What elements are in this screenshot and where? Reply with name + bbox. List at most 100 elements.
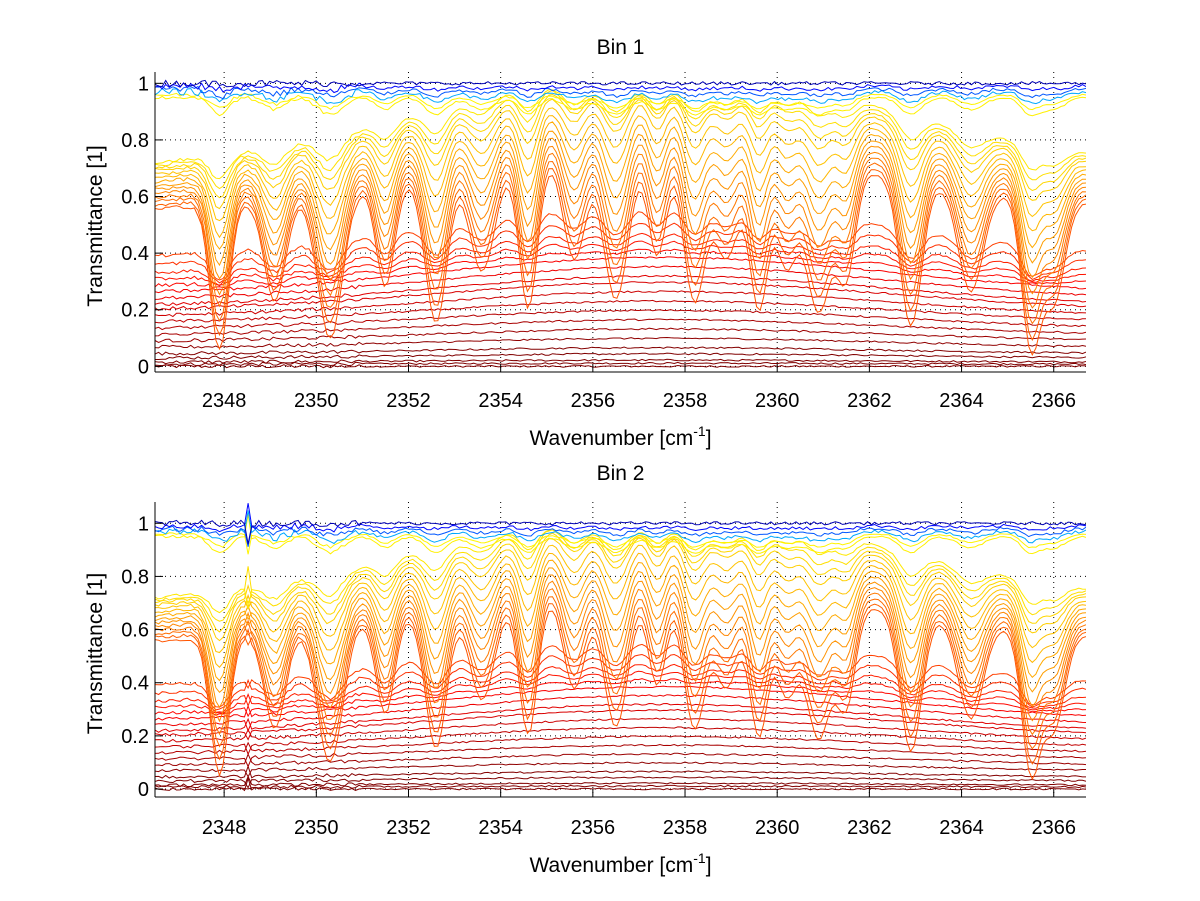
chart-panel-1: 2348 2350 2352 2354 2356 2358 2360 2362 2364 2366… xyxy=(84,36,1086,450)
spectrum-line xyxy=(155,364,1086,369)
spectrum-line xyxy=(155,265,1086,300)
spectrum-line xyxy=(155,361,1086,367)
spectrum-line xyxy=(155,529,1086,622)
x-tick-label: 2356 xyxy=(571,817,616,839)
spectrum-line xyxy=(155,168,1086,342)
spectrum-line xyxy=(155,503,1086,533)
spectrum-line xyxy=(155,580,1086,723)
y-tick-label: 0.6 xyxy=(121,620,149,642)
spectrum-line xyxy=(155,653,1086,711)
spectrum-line xyxy=(155,761,1086,778)
spectrum-line xyxy=(155,93,1086,199)
y-tick-label: 0.2 xyxy=(121,300,149,322)
x-tick-label: 2366 xyxy=(1031,390,1076,412)
spectrum-line xyxy=(155,643,1086,708)
x-tick-label: 2348 xyxy=(202,817,247,839)
spectrum-line xyxy=(155,702,1086,733)
spectrum-line xyxy=(155,708,1086,741)
x-tick-label: 2360 xyxy=(755,390,800,412)
spectrum-line xyxy=(155,232,1086,287)
y-tick-label: 0.2 xyxy=(121,726,149,748)
spectrum-line xyxy=(155,98,1086,210)
x-tick-label: 2352 xyxy=(386,390,431,412)
spectrum-line xyxy=(155,358,1086,365)
spectrum-line xyxy=(155,240,1086,286)
spectrum-line xyxy=(155,174,1086,356)
spectrum-line xyxy=(155,336,1086,349)
spectrum-line xyxy=(155,717,1086,743)
spectrum-line xyxy=(155,529,1086,614)
spectrum-line xyxy=(155,596,1086,750)
spectrum-line xyxy=(155,281,1086,311)
y-tick-label: 0 xyxy=(138,779,149,801)
y-tick-label: 1 xyxy=(138,73,149,95)
spectrum-line xyxy=(155,559,1086,682)
y-tick-label: 0.4 xyxy=(121,673,149,695)
y-tick-label: 1 xyxy=(138,513,149,535)
spectrum-line xyxy=(155,552,1086,668)
x-tick-label: 2366 xyxy=(1031,817,1076,839)
spectrum-line xyxy=(155,82,1086,94)
spectrum-line xyxy=(155,89,1086,190)
spectrum-line xyxy=(155,567,1086,694)
spectrum-line xyxy=(155,346,1086,356)
y-tick-label: 0 xyxy=(138,356,149,378)
chart-title: Bin 1 xyxy=(597,36,645,59)
spectrum-line xyxy=(155,537,1086,642)
spectrum-line xyxy=(155,92,1086,111)
spectrum-line xyxy=(155,525,1086,547)
x-tick-label: 2354 xyxy=(478,817,523,839)
spectrum-line xyxy=(155,137,1086,280)
x-tick-label: 2352 xyxy=(386,817,431,839)
spectrum-line xyxy=(155,105,1086,222)
spectrum-line xyxy=(155,519,1086,545)
spectrum-line xyxy=(155,115,1086,239)
spectrum-line xyxy=(155,318,1086,337)
chart-title: Bin 2 xyxy=(597,462,645,485)
spectrum-line xyxy=(155,776,1086,792)
spectrum-line xyxy=(155,514,1086,555)
spectrum-line xyxy=(155,327,1086,343)
spectrum-line xyxy=(155,290,1086,318)
spectrum-line xyxy=(155,663,1086,713)
spectrum-line xyxy=(155,670,1086,715)
spectrum-line xyxy=(155,130,1086,267)
y-axis-label: Transmittance [1] xyxy=(84,145,107,306)
x-tick-label: 2362 xyxy=(847,390,892,412)
x-tick-label: 2350 xyxy=(294,817,339,839)
spectrum-line xyxy=(155,694,1086,733)
spectrum-line xyxy=(155,544,1086,654)
chart-panel-2: 2348 2350 2352 2354 2356 2358 2360 2362 2364 2366… xyxy=(84,462,1086,877)
spectrum-line xyxy=(155,609,1086,781)
spectrum-line xyxy=(155,309,1086,331)
spectrum-line xyxy=(155,274,1086,307)
x-tick-label: 2362 xyxy=(847,817,892,839)
spectrum-line xyxy=(155,735,1086,755)
y-tick-label: 0.8 xyxy=(121,566,149,588)
x-axis-label: Wavenumber [cm-1] xyxy=(529,423,711,450)
spectrum-line xyxy=(155,574,1086,709)
x-tick-label: 2356 xyxy=(571,390,616,412)
spectrum-line xyxy=(155,85,1086,100)
spectrum-line xyxy=(155,743,1086,768)
spectrum-line xyxy=(155,532,1086,633)
x-tick-label: 2364 xyxy=(939,390,984,412)
spectrum-line xyxy=(155,152,1086,309)
spectrum-line xyxy=(155,603,1086,765)
spectrum-line xyxy=(155,588,1086,736)
y-tick-label: 0.8 xyxy=(121,130,149,152)
x-tick-label: 2364 xyxy=(939,817,984,839)
x-tick-label: 2360 xyxy=(755,817,800,839)
spectrum-line xyxy=(155,752,1086,767)
x-axis-label: Wavenumber [cm-1] xyxy=(529,850,711,877)
spectrum-line xyxy=(155,352,1086,360)
spectrum-line xyxy=(155,764,1086,779)
x-tick-label: 2358 xyxy=(663,817,708,839)
x-tick-label: 2358 xyxy=(663,390,708,412)
series-group xyxy=(155,503,1086,792)
spectrum-line xyxy=(155,678,1086,718)
spectrum-line xyxy=(155,726,1086,756)
spectrum-line xyxy=(155,121,1086,250)
spectrum-line xyxy=(155,776,1086,789)
